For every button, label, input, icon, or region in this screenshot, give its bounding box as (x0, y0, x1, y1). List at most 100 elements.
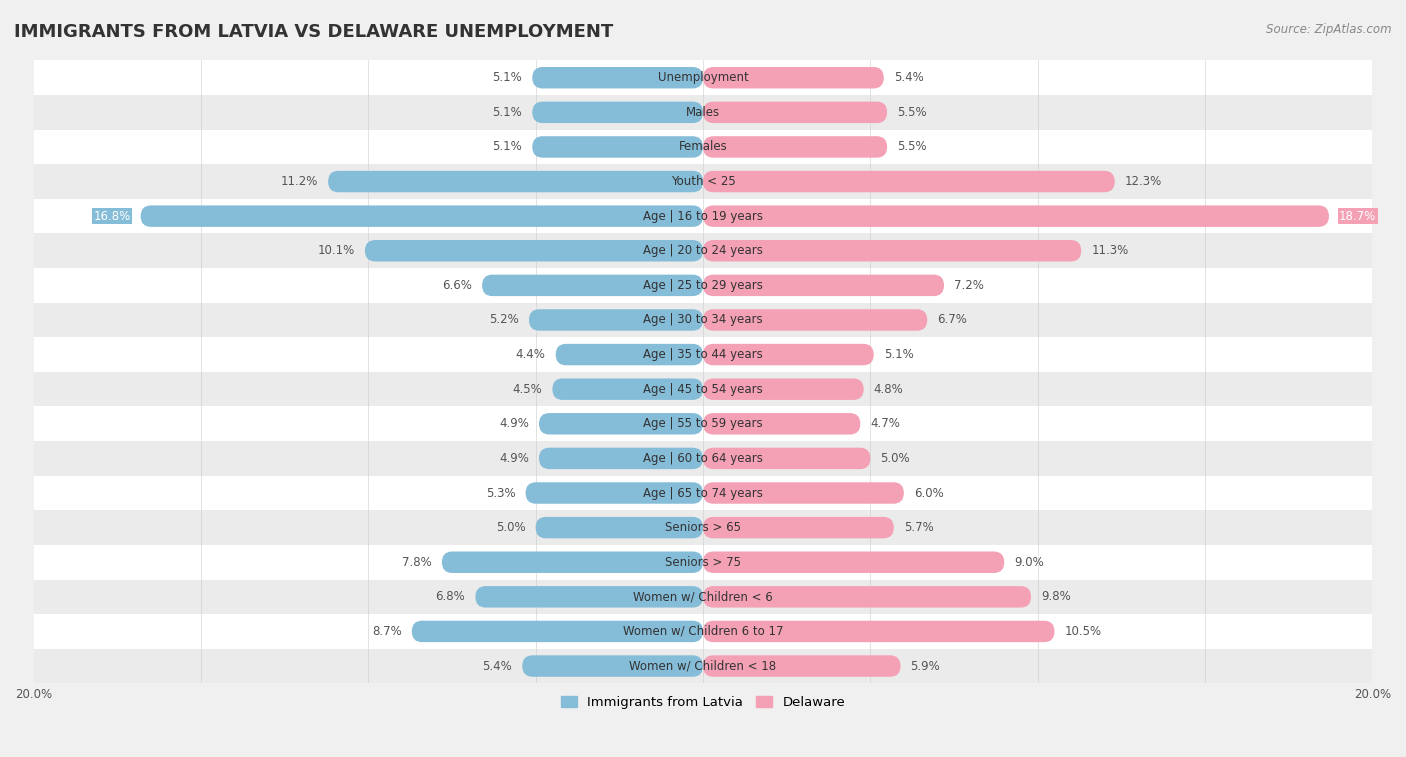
Legend: Immigrants from Latvia, Delaware: Immigrants from Latvia, Delaware (555, 690, 851, 714)
FancyBboxPatch shape (703, 310, 928, 331)
FancyBboxPatch shape (141, 205, 703, 227)
Text: 5.0%: 5.0% (880, 452, 910, 465)
Text: Age | 35 to 44 years: Age | 35 to 44 years (643, 348, 763, 361)
FancyBboxPatch shape (529, 310, 703, 331)
Text: 5.7%: 5.7% (904, 521, 934, 534)
Bar (34, 199, 1372, 233)
Text: 4.8%: 4.8% (873, 383, 904, 396)
Text: Age | 45 to 54 years: Age | 45 to 54 years (643, 383, 763, 396)
FancyBboxPatch shape (533, 136, 703, 157)
Text: Seniors > 65: Seniors > 65 (665, 521, 741, 534)
Text: Women w/ Children < 18: Women w/ Children < 18 (630, 659, 776, 672)
FancyBboxPatch shape (703, 517, 894, 538)
FancyBboxPatch shape (703, 101, 887, 123)
Text: 5.1%: 5.1% (492, 106, 522, 119)
Text: 11.3%: 11.3% (1091, 245, 1129, 257)
Text: 5.4%: 5.4% (482, 659, 512, 672)
Text: 5.2%: 5.2% (489, 313, 519, 326)
FancyBboxPatch shape (703, 482, 904, 503)
Text: 7.8%: 7.8% (402, 556, 432, 569)
FancyBboxPatch shape (703, 378, 863, 400)
Bar (34, 649, 1372, 684)
FancyBboxPatch shape (553, 378, 703, 400)
Text: 16.8%: 16.8% (93, 210, 131, 223)
FancyBboxPatch shape (536, 517, 703, 538)
Text: Women w/ Children < 6: Women w/ Children < 6 (633, 590, 773, 603)
Text: 5.9%: 5.9% (911, 659, 941, 672)
Text: Seniors > 75: Seniors > 75 (665, 556, 741, 569)
Bar (34, 129, 1372, 164)
Bar (34, 545, 1372, 580)
FancyBboxPatch shape (555, 344, 703, 366)
Text: 5.5%: 5.5% (897, 141, 927, 154)
FancyBboxPatch shape (441, 552, 703, 573)
Bar (34, 475, 1372, 510)
Text: 5.3%: 5.3% (486, 487, 516, 500)
Text: 4.9%: 4.9% (499, 452, 529, 465)
Text: 10.1%: 10.1% (318, 245, 354, 257)
Text: 4.7%: 4.7% (870, 417, 900, 430)
Text: Women w/ Children 6 to 17: Women w/ Children 6 to 17 (623, 625, 783, 638)
Text: Age | 60 to 64 years: Age | 60 to 64 years (643, 452, 763, 465)
Bar (34, 338, 1372, 372)
Text: 16.8%: 16.8% (93, 210, 131, 223)
Text: 8.7%: 8.7% (373, 625, 402, 638)
FancyBboxPatch shape (703, 621, 1054, 642)
Text: Unemployment: Unemployment (658, 71, 748, 84)
Bar (34, 164, 1372, 199)
FancyBboxPatch shape (328, 171, 703, 192)
Bar (34, 510, 1372, 545)
Text: 9.8%: 9.8% (1040, 590, 1071, 603)
Text: Source: ZipAtlas.com: Source: ZipAtlas.com (1267, 23, 1392, 36)
FancyBboxPatch shape (703, 275, 943, 296)
Text: 10.5%: 10.5% (1064, 625, 1102, 638)
Bar (34, 614, 1372, 649)
Text: Age | 55 to 59 years: Age | 55 to 59 years (643, 417, 763, 430)
FancyBboxPatch shape (533, 67, 703, 89)
Bar (34, 233, 1372, 268)
Bar (34, 372, 1372, 407)
FancyBboxPatch shape (366, 240, 703, 261)
Bar (34, 441, 1372, 475)
Text: Age | 25 to 29 years: Age | 25 to 29 years (643, 279, 763, 292)
Text: Age | 30 to 34 years: Age | 30 to 34 years (643, 313, 763, 326)
Bar (34, 407, 1372, 441)
Text: 18.7%: 18.7% (1339, 210, 1376, 223)
Text: 5.1%: 5.1% (492, 141, 522, 154)
Text: 6.0%: 6.0% (914, 487, 943, 500)
Bar (34, 303, 1372, 338)
Bar (34, 268, 1372, 303)
FancyBboxPatch shape (475, 586, 703, 608)
Text: 5.5%: 5.5% (897, 106, 927, 119)
FancyBboxPatch shape (703, 344, 873, 366)
Text: 18.7%: 18.7% (1339, 210, 1376, 223)
FancyBboxPatch shape (703, 205, 1329, 227)
Text: 5.0%: 5.0% (496, 521, 526, 534)
Text: Youth < 25: Youth < 25 (671, 175, 735, 188)
Text: 12.3%: 12.3% (1125, 175, 1161, 188)
FancyBboxPatch shape (522, 656, 703, 677)
Text: 6.7%: 6.7% (938, 313, 967, 326)
Text: Age | 65 to 74 years: Age | 65 to 74 years (643, 487, 763, 500)
Text: 5.1%: 5.1% (492, 71, 522, 84)
FancyBboxPatch shape (703, 67, 884, 89)
FancyBboxPatch shape (703, 656, 900, 677)
Text: 5.4%: 5.4% (894, 71, 924, 84)
Text: Age | 16 to 19 years: Age | 16 to 19 years (643, 210, 763, 223)
Bar (34, 61, 1372, 95)
Bar (34, 580, 1372, 614)
Text: Females: Females (679, 141, 727, 154)
FancyBboxPatch shape (526, 482, 703, 503)
FancyBboxPatch shape (482, 275, 703, 296)
Text: 4.4%: 4.4% (516, 348, 546, 361)
FancyBboxPatch shape (703, 447, 870, 469)
FancyBboxPatch shape (703, 171, 1115, 192)
FancyBboxPatch shape (533, 101, 703, 123)
Text: 4.9%: 4.9% (499, 417, 529, 430)
Text: 11.2%: 11.2% (281, 175, 318, 188)
Text: 7.2%: 7.2% (955, 279, 984, 292)
FancyBboxPatch shape (703, 586, 1031, 608)
FancyBboxPatch shape (538, 413, 703, 435)
FancyBboxPatch shape (412, 621, 703, 642)
FancyBboxPatch shape (703, 136, 887, 157)
